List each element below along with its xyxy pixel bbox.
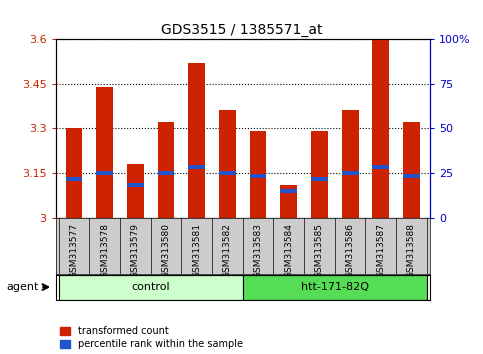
Bar bbox=[372, 165, 389, 169]
Text: GSM313577: GSM313577 bbox=[70, 223, 78, 278]
Bar bbox=[341, 110, 358, 218]
Bar bbox=[341, 171, 358, 175]
Bar bbox=[66, 177, 83, 181]
Bar bbox=[157, 171, 174, 175]
Bar bbox=[66, 129, 83, 218]
Bar bbox=[188, 63, 205, 218]
Text: GSM313579: GSM313579 bbox=[131, 223, 140, 278]
Bar bbox=[280, 185, 297, 218]
Text: GSM313578: GSM313578 bbox=[100, 223, 109, 278]
Bar bbox=[250, 174, 267, 178]
Bar bbox=[243, 275, 427, 300]
Bar bbox=[219, 171, 236, 175]
Bar bbox=[372, 39, 389, 218]
Bar bbox=[219, 110, 236, 218]
Legend: transformed count, percentile rank within the sample: transformed count, percentile rank withi… bbox=[60, 326, 243, 349]
Bar bbox=[403, 174, 420, 178]
Bar bbox=[280, 189, 297, 193]
Bar bbox=[96, 87, 113, 218]
Text: GSM313584: GSM313584 bbox=[284, 223, 293, 278]
Bar bbox=[311, 177, 328, 181]
Text: htt-171-82Q: htt-171-82Q bbox=[301, 282, 369, 292]
Text: GDS3515 / 1385571_at: GDS3515 / 1385571_at bbox=[161, 23, 322, 37]
Bar bbox=[403, 122, 420, 218]
Text: GSM313583: GSM313583 bbox=[254, 223, 263, 278]
Text: GSM313588: GSM313588 bbox=[407, 223, 416, 278]
Bar bbox=[127, 183, 144, 187]
Text: control: control bbox=[131, 282, 170, 292]
Bar bbox=[96, 171, 113, 175]
Bar bbox=[311, 131, 328, 218]
Bar bbox=[157, 122, 174, 218]
Text: GSM313586: GSM313586 bbox=[346, 223, 355, 278]
Text: GSM313582: GSM313582 bbox=[223, 223, 232, 278]
Bar bbox=[188, 165, 205, 169]
Bar bbox=[127, 164, 144, 218]
Text: agent: agent bbox=[6, 282, 39, 292]
Text: GSM313587: GSM313587 bbox=[376, 223, 385, 278]
Text: GSM313580: GSM313580 bbox=[161, 223, 170, 278]
Bar bbox=[58, 275, 243, 300]
Text: GSM313581: GSM313581 bbox=[192, 223, 201, 278]
Bar bbox=[250, 131, 267, 218]
Text: GSM313585: GSM313585 bbox=[315, 223, 324, 278]
